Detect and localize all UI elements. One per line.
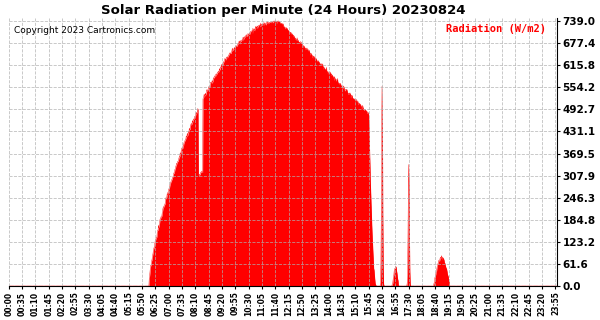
Text: Radiation (W/m2): Radiation (W/m2) [446,24,546,34]
Text: Copyright 2023 Cartronics.com: Copyright 2023 Cartronics.com [14,26,155,36]
Title: Solar Radiation per Minute (24 Hours) 20230824: Solar Radiation per Minute (24 Hours) 20… [101,4,465,17]
